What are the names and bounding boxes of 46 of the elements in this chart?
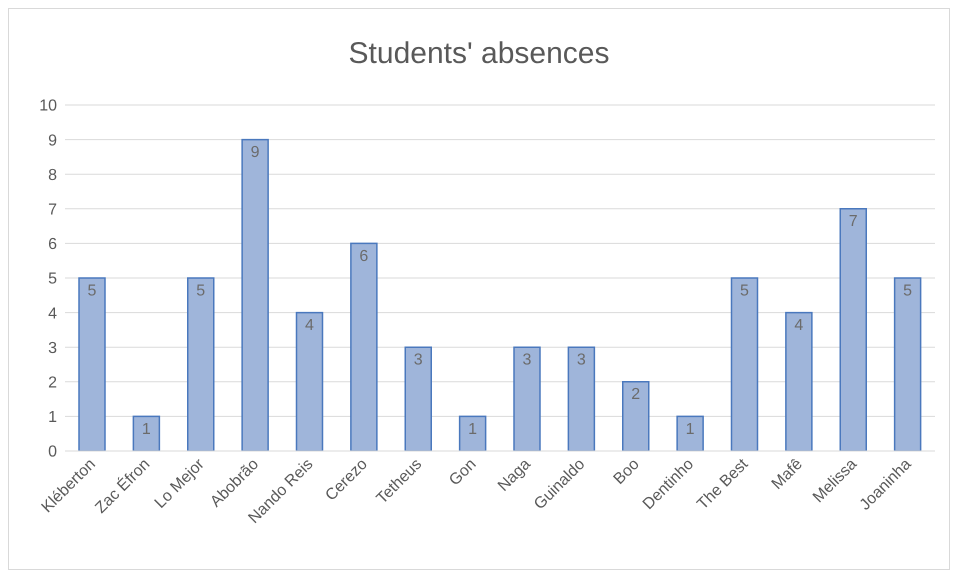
y-tick-label: 5 — [48, 270, 58, 288]
bar — [404, 346, 432, 451]
y-tick-label: 7 — [48, 201, 58, 218]
bar — [676, 416, 704, 451]
bar — [785, 312, 813, 451]
bar — [840, 208, 867, 451]
bar — [513, 346, 541, 451]
data-label: 5 — [903, 282, 912, 300]
data-label: 5 — [196, 282, 206, 300]
y-tick-label: 6 — [48, 236, 58, 254]
bar — [132, 416, 160, 451]
bar — [241, 138, 269, 451]
y-tick-label: 1 — [48, 409, 58, 426]
bar — [894, 277, 922, 451]
y-tick-label: 2 — [48, 374, 58, 392]
data-label: 7 — [848, 213, 858, 230]
y-tick-label: 10 — [39, 98, 58, 115]
chart-title: Students' absences — [348, 37, 610, 71]
bar — [730, 277, 758, 451]
y-tick-label: 8 — [48, 166, 58, 184]
bar — [296, 312, 324, 451]
y-tick-label: 9 — [48, 132, 58, 150]
bar — [568, 346, 596, 451]
bar — [78, 277, 106, 451]
data-label: 3 — [576, 352, 586, 369]
data-label: 2 — [631, 386, 640, 404]
data-label: 5 — [88, 282, 97, 300]
y-tick-label: 4 — [48, 305, 58, 322]
x-tick-label: Gon — [446, 456, 480, 490]
bar — [187, 277, 214, 451]
x-tick-label: Boo — [610, 456, 643, 488]
bar — [350, 242, 378, 451]
data-label: 6 — [359, 248, 368, 265]
data-label: 4 — [794, 316, 804, 334]
data-label: 5 — [740, 282, 750, 300]
y-tick-label: 3 — [48, 340, 58, 357]
data-label: 4 — [305, 316, 314, 334]
bar — [622, 381, 650, 451]
data-label: 1 — [468, 420, 478, 438]
bar — [458, 416, 486, 451]
data-label: 9 — [250, 144, 260, 161]
data-label: 1 — [686, 420, 695, 438]
data-label: 3 — [414, 352, 423, 369]
data-label: 1 — [142, 420, 151, 438]
y-tick-label: 0 — [48, 444, 58, 461]
data-label: 3 — [522, 352, 532, 369]
